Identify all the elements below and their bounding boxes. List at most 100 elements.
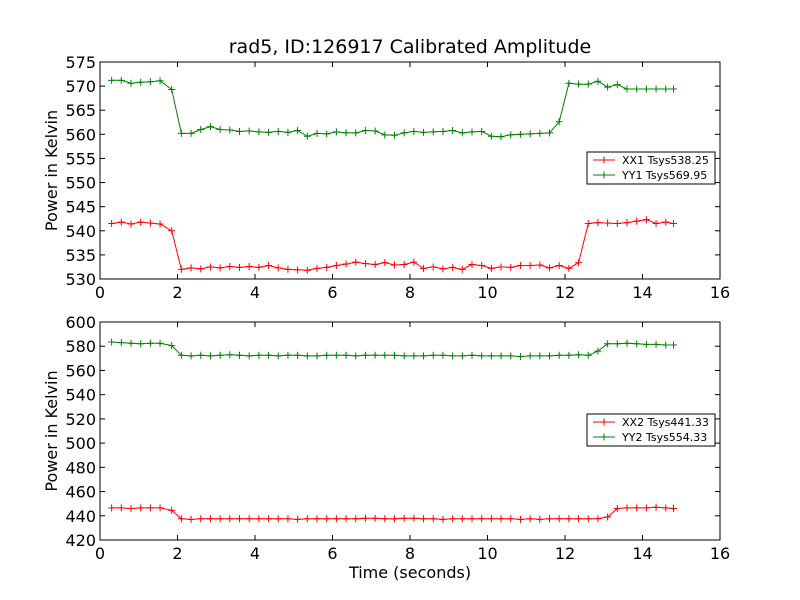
data-point: [410, 352, 418, 360]
data-point: [216, 351, 224, 359]
data-point: [284, 351, 292, 359]
data-point: [236, 515, 243, 523]
x-tick-label: 16: [710, 283, 730, 302]
data-point: [117, 76, 125, 84]
y-tick-label: 560: [65, 361, 96, 380]
data-point: [313, 264, 321, 272]
data-point: [284, 265, 292, 273]
data-point: [274, 515, 282, 523]
data-point: [449, 352, 457, 360]
data-point: [323, 515, 331, 523]
legend-box: [586, 413, 716, 447]
data-point: [439, 351, 447, 359]
data-point: [352, 352, 360, 360]
data-point: [274, 264, 282, 272]
data-point: [670, 85, 677, 93]
x-tick-label: 8: [405, 544, 415, 563]
data-point: [468, 515, 476, 523]
data-point: [594, 77, 602, 85]
data-point: [294, 266, 302, 274]
legend-label: XX1 Tsys538.25: [622, 154, 709, 167]
data-point: [536, 261, 544, 269]
data-point: [216, 264, 224, 272]
data-point: [371, 514, 379, 522]
data-point: [546, 129, 553, 137]
x-tick-label: 0: [95, 544, 105, 563]
data-point: [303, 132, 311, 140]
y-tick-label: 440: [65, 507, 96, 526]
y-tick-label: 540: [65, 222, 96, 241]
data-point: [156, 77, 164, 85]
y-tick-label: 530: [65, 270, 96, 289]
data-point: [594, 515, 602, 523]
data-point: [565, 264, 573, 272]
legend-marker: [600, 156, 608, 164]
data-point: [555, 118, 563, 126]
data-point: [497, 133, 505, 141]
data-point: [177, 129, 185, 137]
data-point: [294, 515, 302, 523]
data-point: [108, 220, 116, 228]
x-axis-label: Time (seconds): [348, 563, 471, 582]
data-point: [168, 506, 176, 514]
data-point: [565, 515, 573, 523]
data-point: [255, 128, 263, 136]
data-point: [507, 515, 515, 523]
data-point: [391, 131, 398, 139]
data-point: [478, 352, 486, 360]
data-point: [127, 505, 135, 513]
legend-marker: [600, 171, 608, 179]
y-tick-label: 545: [65, 198, 96, 217]
data-point: [507, 352, 515, 360]
data-point: [361, 126, 369, 134]
data-point: [516, 261, 524, 269]
data-point: [652, 85, 660, 93]
data-point: [294, 351, 302, 359]
data-point: [458, 515, 466, 523]
data-point: [439, 127, 447, 135]
data-point: [429, 263, 437, 271]
y-tick-label: 560: [65, 125, 96, 144]
data-point: [507, 263, 515, 271]
data-point: [352, 129, 360, 137]
x-tick-label: 0: [95, 283, 105, 302]
y-tick-label: 555: [65, 149, 96, 168]
data-point: [420, 264, 428, 272]
data-point: [332, 261, 340, 269]
data-point: [332, 515, 340, 523]
x-tick-label: 6: [327, 283, 337, 302]
series-line: [111, 341, 674, 358]
data-point: [381, 259, 389, 267]
data-point: [391, 351, 398, 359]
data-point: [381, 351, 389, 359]
data-point: [108, 504, 116, 512]
data-point: [584, 220, 592, 228]
data-point: [206, 352, 214, 360]
data-point: [623, 219, 631, 227]
data-point: [108, 338, 116, 346]
data-point: [187, 515, 195, 523]
data-point: [323, 263, 331, 271]
data-point: [323, 130, 331, 138]
data-point: [633, 340, 641, 348]
data-point: [117, 504, 125, 512]
data-point: [400, 129, 408, 137]
data-point: [662, 341, 670, 349]
data-point: [565, 79, 573, 87]
x-tick-label: 4: [250, 283, 260, 302]
data-point: [613, 340, 621, 348]
data-point: [526, 261, 534, 269]
data-point: [604, 340, 612, 348]
data-point: [468, 351, 476, 359]
x-tick-label: 2: [172, 544, 182, 563]
data-point: [127, 339, 135, 347]
data-point: [137, 78, 145, 86]
data-point: [575, 515, 583, 523]
data-point: [197, 265, 205, 273]
data-point: [555, 351, 563, 359]
data-point: [497, 515, 505, 523]
data-point: [410, 127, 418, 135]
data-point: [497, 263, 505, 271]
data-point: [429, 515, 437, 523]
data-point: [487, 132, 495, 140]
